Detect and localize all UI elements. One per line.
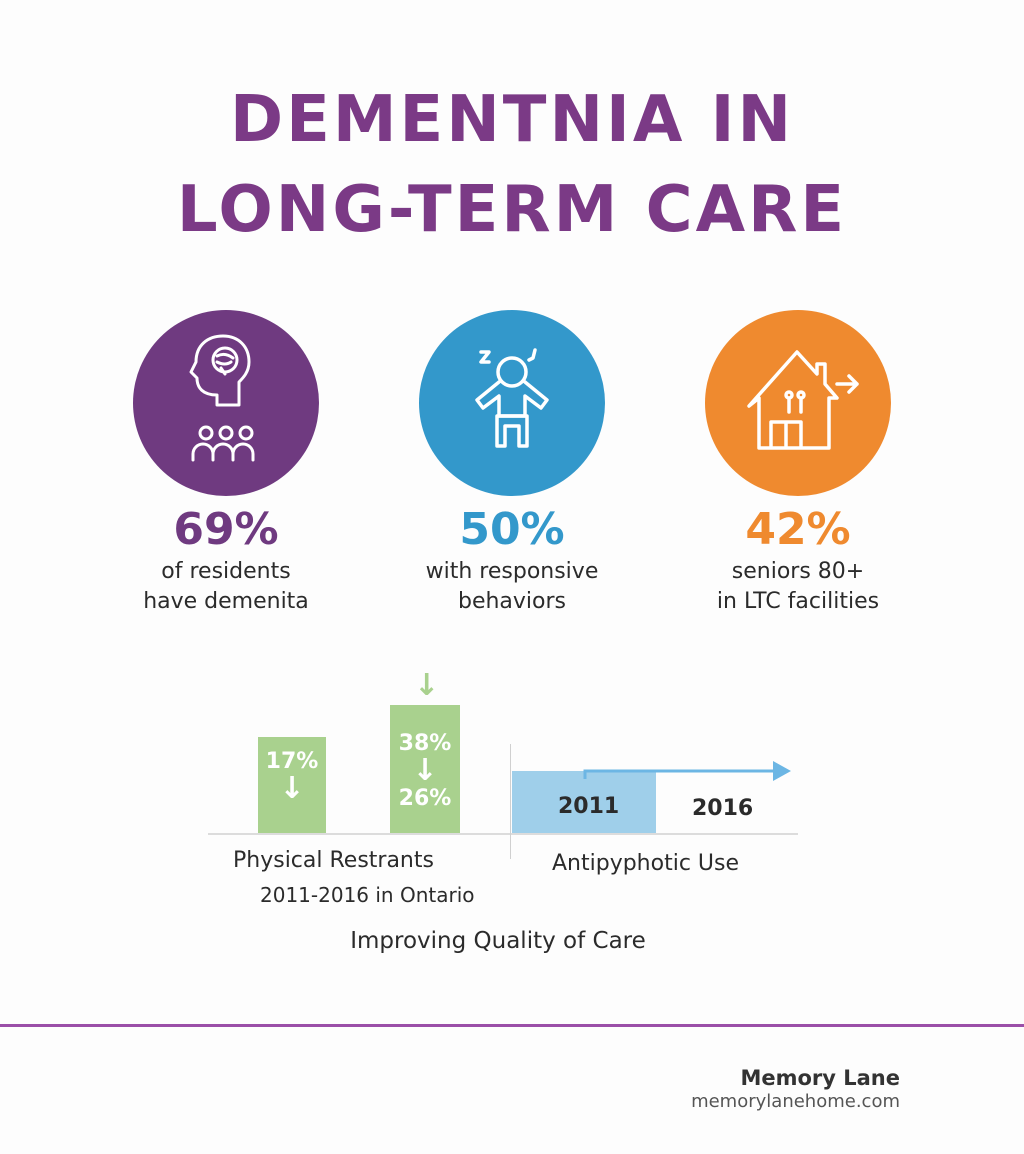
restraints-label: Physical Restrants: [233, 848, 434, 873]
stat-desc-line: in LTC facilities: [716, 589, 880, 614]
down-arrow-icon: ↓: [412, 753, 438, 788]
antipsychotic-label: Antipyphotic Use: [552, 851, 740, 876]
stat-desc-residents: of residents have demenita: [76, 557, 376, 617]
stat-desc-ltc: seniors 80+ in LTC facilities: [648, 557, 948, 617]
restraints-bar-1: 17% ↓: [258, 737, 326, 833]
stat-value-residents: 69%: [173, 504, 279, 555]
bar-value: 17%: [265, 749, 319, 774]
house-exit-icon: [747, 350, 859, 450]
stat-desc-line: seniors 80+: [731, 559, 865, 584]
stat-desc-line: with responsive: [425, 559, 599, 584]
divider: [510, 744, 511, 859]
stat-desc-behaviors: with responsive behaviors: [362, 557, 662, 617]
stat-desc-line: have demenita: [143, 589, 309, 614]
head-brain-people-icon: [189, 334, 255, 462]
antipsychotic-bar: [512, 771, 656, 833]
baseline: [208, 833, 798, 835]
brand-url[interactable]: memorylanehome.com: [691, 1091, 900, 1112]
brand-name: Memory Lane: [740, 1066, 900, 1090]
bar-value: 26%: [398, 786, 452, 811]
down-arrow-icon: ↓: [414, 668, 440, 703]
stat-circle-behaviors: [419, 310, 605, 496]
stat-value-behaviors: 50%: [459, 504, 565, 555]
year-end: 2016: [692, 796, 754, 821]
year-start: 2011: [558, 794, 620, 819]
stat-circle-residents: [133, 310, 319, 496]
stat-desc-line: of residents: [161, 559, 291, 584]
restraints-sublabel: 2011-2016 in Ontario: [260, 883, 475, 907]
bar-value: 38%: [398, 731, 452, 756]
title-line-2: LONG-TERM CARE: [176, 173, 848, 247]
title-line-1: DEMENTNIA IN: [229, 83, 795, 157]
stat-desc-line: behaviors: [457, 589, 567, 614]
down-arrow-icon: ↓: [279, 771, 305, 806]
restraints-bar-2: 38% ↓ 26%: [390, 705, 460, 833]
stat-circle-ltc: [705, 310, 891, 496]
agitated-person-icon: [475, 348, 549, 448]
stat-value-ltc: 42%: [745, 504, 851, 555]
trend-arrow-icon: [583, 761, 791, 781]
footer-divider: [0, 1024, 1024, 1027]
caption: Improving Quality of Care: [350, 928, 646, 954]
